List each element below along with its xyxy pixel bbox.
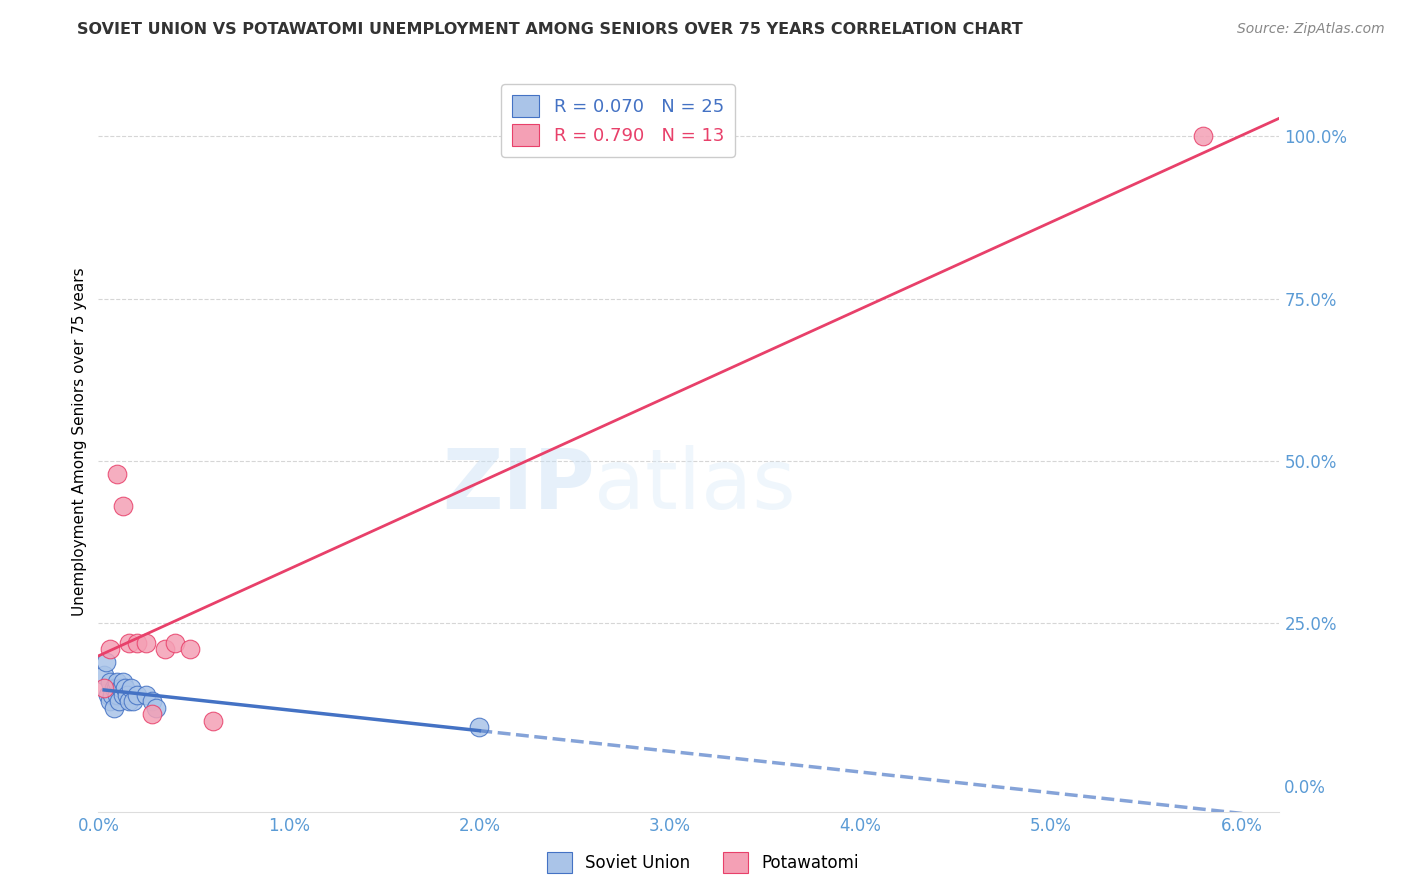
Point: [145, 701, 167, 715]
Point: [104, 681, 127, 696]
Point: [110, 681, 132, 696]
Point: [107, 688, 129, 702]
Point: [118, 636, 141, 650]
Text: ZIP: ZIP: [441, 445, 595, 526]
Point: [468, 720, 491, 734]
Point: [125, 688, 148, 702]
Text: Source: ZipAtlas.com: Source: ZipAtlas.com: [1237, 22, 1385, 37]
Point: [108, 694, 131, 708]
Point: [112, 688, 135, 702]
Point: [93, 668, 115, 682]
Point: [125, 636, 148, 650]
Point: [153, 642, 176, 657]
Legend: Soviet Union, Potawatomi: Soviet Union, Potawatomi: [540, 846, 866, 880]
Legend: R = 0.070   N = 25, R = 0.790   N = 13: R = 0.070 N = 25, R = 0.790 N = 13: [502, 84, 735, 157]
Point: [179, 642, 201, 657]
Point: [100, 688, 122, 702]
Point: [121, 694, 143, 708]
Point: [112, 500, 135, 514]
Point: [98, 674, 121, 689]
Point: [1192, 129, 1215, 144]
Point: [115, 688, 138, 702]
Point: [141, 707, 163, 722]
Point: [118, 694, 141, 708]
Point: [120, 681, 142, 696]
Point: [94, 656, 117, 670]
Point: [103, 701, 125, 715]
Point: [135, 636, 157, 650]
Point: [141, 694, 163, 708]
Y-axis label: Unemployment Among Seniors over 75 years: Unemployment Among Seniors over 75 years: [72, 268, 87, 615]
Point: [112, 674, 135, 689]
Point: [97, 688, 120, 702]
Point: [98, 642, 121, 657]
Text: SOVIET UNION VS POTAWATOMI UNEMPLOYMENT AMONG SENIORS OVER 75 YEARS CORRELATION : SOVIET UNION VS POTAWATOMI UNEMPLOYMENT …: [77, 22, 1024, 37]
Point: [107, 674, 129, 689]
Text: atlas: atlas: [595, 445, 796, 526]
Point: [93, 681, 115, 696]
Point: [163, 636, 186, 650]
Point: [201, 714, 224, 728]
Point: [114, 681, 136, 696]
Point: [107, 467, 129, 481]
Point: [103, 681, 125, 696]
Point: [98, 694, 121, 708]
Point: [135, 688, 157, 702]
